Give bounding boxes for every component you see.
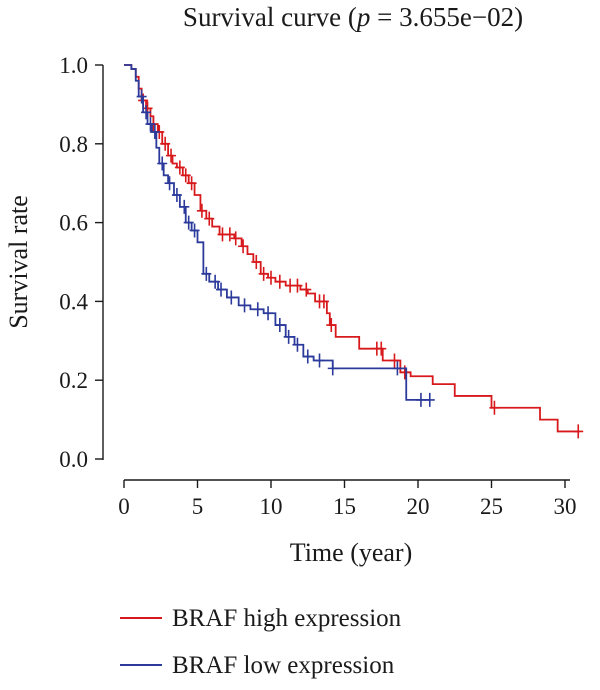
censor-mark-series-1 <box>210 274 221 289</box>
censor-mark-series-1 <box>314 353 325 368</box>
censor-mark-series-0 <box>166 148 177 163</box>
censor-mark-series-1 <box>274 318 285 333</box>
curve-series-1 <box>124 64 430 401</box>
censor-mark-series-1 <box>415 392 426 407</box>
legend-label-low: BRAF low expression <box>172 652 395 679</box>
y-tick-label: 0.4 <box>59 289 88 314</box>
censor-mark-series-0 <box>186 176 197 191</box>
y-tick-label: 0.0 <box>59 447 88 472</box>
censor-mark-series-1 <box>141 105 152 120</box>
censor-mark-series-0 <box>292 278 303 293</box>
x-ticks: 0 5 10 15 20 25 30 <box>118 480 577 519</box>
y-tick-label: 1.0 <box>59 53 88 78</box>
censor-mark-series-0 <box>204 211 215 226</box>
censor-mark-series-1 <box>136 89 147 104</box>
censor-mark-series-0 <box>326 318 337 333</box>
censor-mark-series-1 <box>171 188 182 203</box>
censor-mark-series-1 <box>216 282 227 297</box>
censor-mark-series-1 <box>183 215 194 230</box>
censor-mark-series-1 <box>201 266 212 281</box>
censor-mark-series-0 <box>301 282 312 297</box>
legend-label-high: BRAF high expression <box>172 605 402 632</box>
x-tick-label: 25 <box>480 494 503 519</box>
y-tick-label: 0.8 <box>59 132 88 157</box>
censor-mark-series-0 <box>489 400 500 415</box>
censor-mark-series-0 <box>160 136 171 151</box>
censor-mark-series-0 <box>238 239 249 254</box>
censor-mark-series-1 <box>292 337 303 352</box>
censor-mark-series-0 <box>399 365 410 380</box>
censor-mark-series-1 <box>392 361 403 376</box>
censor-mark-series-0 <box>376 341 387 356</box>
censor-mark-series-1 <box>226 290 237 305</box>
chart-title-prefix: Survival curve ( <box>183 2 357 32</box>
censor-mark-series-0 <box>196 203 207 218</box>
censor-mark-series-1 <box>302 349 313 364</box>
censor-mark-series-1 <box>424 392 435 407</box>
y-tick-label: 0.2 <box>59 368 88 393</box>
censor-mark-series-0 <box>573 424 584 439</box>
censor-mark-series-0 <box>258 266 269 281</box>
chart-title: Survival curve (p = 3.655e−02) <box>183 2 523 32</box>
censor-mark-series-1 <box>252 302 263 317</box>
x-tick-label: 10 <box>260 494 283 519</box>
censor-mark-series-0 <box>230 231 241 246</box>
x-tick-label: 0 <box>118 494 130 519</box>
censor-mark-series-1 <box>145 117 156 132</box>
censor-mark-series-1 <box>157 156 168 171</box>
censor-mark-series-0 <box>180 168 191 183</box>
censor-mark-series-1 <box>283 329 294 344</box>
y-tick-label: 0.6 <box>59 211 88 236</box>
legend: BRAF high expression BRAF low expression <box>120 605 402 679</box>
x-tick-label: 5 <box>192 494 204 519</box>
curve-series-0 <box>124 64 580 433</box>
y-ticks: 0.0 0.2 0.4 0.6 0.8 1.0 <box>59 53 103 472</box>
chart-title-suffix: = 3.655e−02) <box>370 2 523 32</box>
censor-mark-series-1 <box>164 176 175 191</box>
chart-title-p-symbol: p <box>355 2 371 32</box>
x-tick-label: 15 <box>333 494 356 519</box>
censor-mark-series-0 <box>389 353 400 368</box>
censor-mark-series-0 <box>174 160 185 175</box>
censor-mark-series-1 <box>179 199 190 214</box>
censor-mark-series-0 <box>318 294 329 309</box>
censor-mark-series-1 <box>189 223 200 238</box>
x-axis-title: Time (year) <box>290 538 413 567</box>
censor-mark-series-1 <box>149 124 160 139</box>
x-tick-label: 30 <box>554 494 577 519</box>
survival-curves <box>124 64 584 439</box>
censor-mark-series-0 <box>274 274 285 289</box>
y-axis-title: Survival rate <box>4 195 33 329</box>
censor-mark-series-0 <box>224 227 235 242</box>
censor-mark-series-1 <box>327 361 338 376</box>
censor-mark-series-0 <box>266 270 276 285</box>
censor-mark-series-0 <box>251 255 262 269</box>
censor-mark-series-1 <box>263 306 274 321</box>
x-tick-label: 20 <box>407 494 430 519</box>
censor-mark-series-1 <box>239 298 250 313</box>
